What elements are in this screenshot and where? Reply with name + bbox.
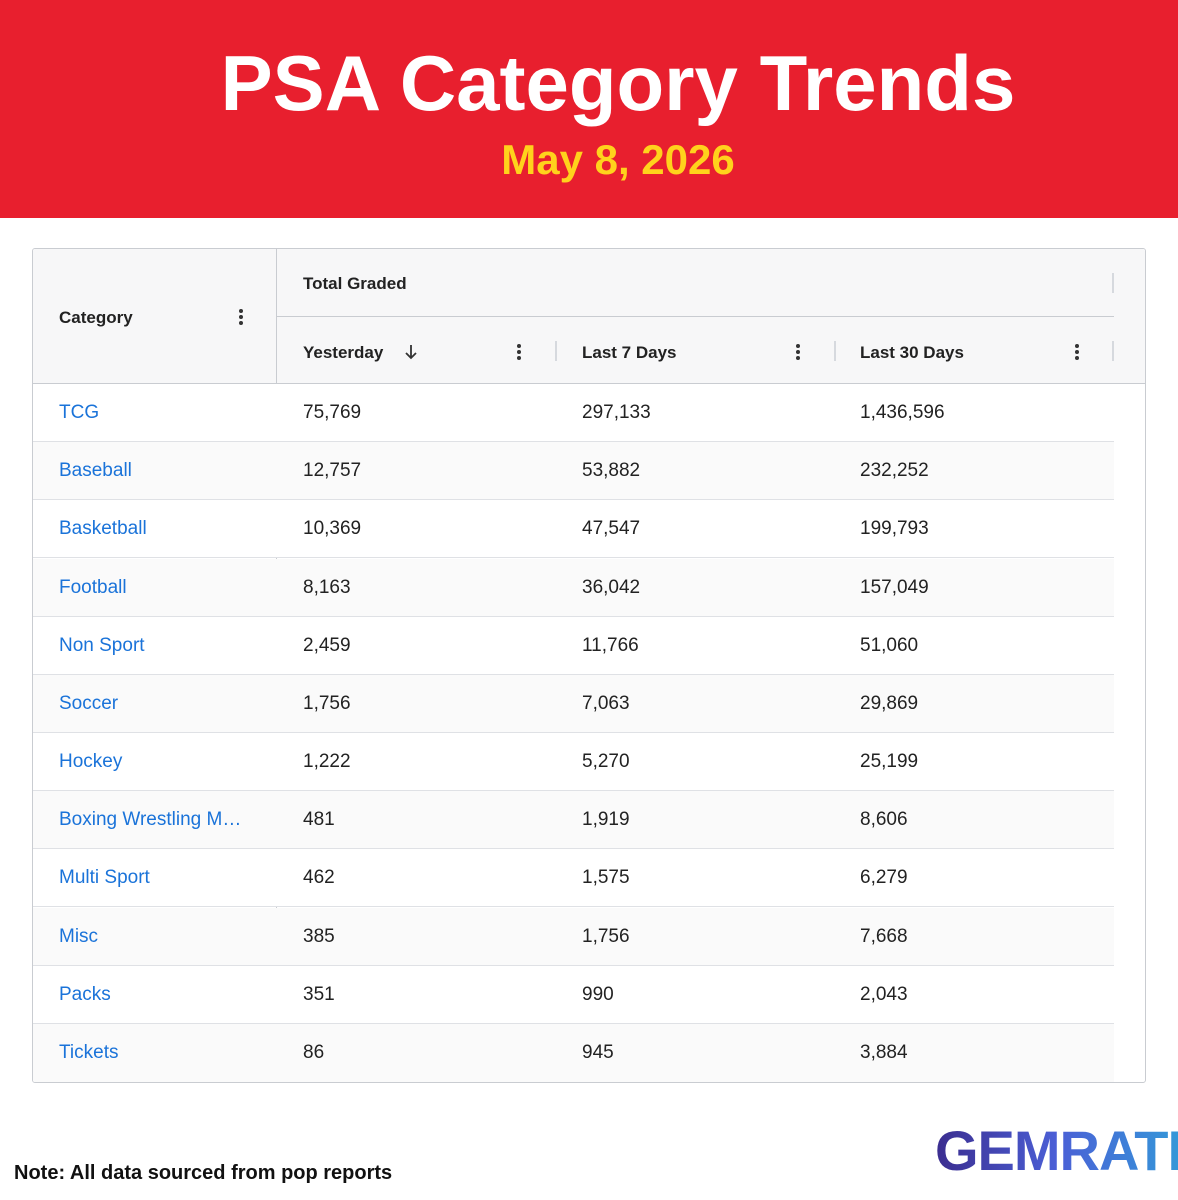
menu-icon[interactable]: [517, 344, 521, 362]
cell: 11,766: [582, 634, 639, 656]
column-header[interactable]: Category: [59, 308, 133, 327]
row: Baseball 12,757 53,882 232,252: [33, 442, 1114, 501]
date: May 8, 2026: [501, 136, 735, 183]
cell: 25,199: [860, 751, 919, 773]
category-link[interactable]: Football: [59, 576, 127, 598]
cell: 53,882: [582, 460, 641, 482]
row: Basketball 10,369 47,547 199,793: [33, 500, 1114, 559]
category-link[interactable]: Non Sport: [59, 634, 145, 656]
cell: 1,919: [582, 809, 630, 831]
title: PSA Category Trends: [220, 39, 1016, 127]
cell: 8,606: [860, 809, 908, 831]
table-body: TCG 75,769 297,133 1,436,596 Baseball 12,757 5…: [33, 384, 1145, 1082]
separator: [1112, 341, 1114, 361]
menu-icon[interactable]: [1075, 344, 1079, 362]
cell: 481: [303, 809, 335, 831]
column-header[interactable]: Yesterday: [303, 343, 384, 362]
cell: 5,270: [582, 751, 630, 773]
cell: 29,869: [860, 692, 919, 714]
cell: 7,063: [582, 692, 630, 714]
cell: 8,163: [303, 576, 351, 598]
separator: [1112, 273, 1114, 293]
cell: 232,252: [860, 460, 929, 482]
category-link[interactable]: Multi Sport: [59, 867, 150, 889]
cell: 1,575: [582, 867, 630, 889]
row: Misc 385 1,756 7,668: [33, 907, 1114, 966]
cell: 385: [303, 925, 335, 947]
cell: 2,043: [860, 983, 908, 1005]
row: Tickets 86 945 3,884: [33, 1023, 1114, 1082]
cell: 7,668: [860, 925, 908, 947]
logo: GEMRATE: [935, 1118, 1178, 1183]
category-link[interactable]: Basketball: [59, 518, 147, 540]
cell: 6,279: [860, 867, 908, 889]
row: Hockey 1,222 5,270 25,199: [33, 733, 1114, 792]
separator: [834, 341, 836, 361]
column-header[interactable]: Last 30 Days: [860, 343, 964, 362]
cell: 10,369: [303, 518, 362, 540]
cell: 1,436,596: [860, 402, 945, 424]
category-link[interactable]: Boxing Wrestling M…: [59, 809, 242, 831]
row: TCG 75,769 297,133 1,436,596: [33, 384, 1114, 443]
row: Packs 351 990 2,043: [33, 965, 1114, 1024]
cell: 351: [303, 983, 335, 1005]
category-link[interactable]: Packs: [59, 983, 111, 1005]
group-header: Total Graded: [303, 274, 407, 293]
row: Soccer 1,756 7,063 29,869: [33, 674, 1114, 733]
cell: 12,757: [303, 460, 362, 482]
cell: 36,042: [582, 576, 641, 598]
cell: 1,756: [582, 925, 630, 947]
cell: 462: [303, 867, 335, 889]
cell: 945: [582, 1041, 614, 1063]
cell: 199,793: [860, 518, 929, 540]
cell: 51,060: [860, 634, 919, 656]
row: Boxing Wrestling M… 481 1,919 8,606: [33, 791, 1114, 850]
category-link[interactable]: TCG: [59, 402, 100, 424]
cell: 990: [582, 983, 614, 1005]
divider: [277, 316, 1114, 317]
cell: 157,049: [860, 576, 929, 598]
category-link[interactable]: Baseball: [59, 460, 132, 482]
category-link[interactable]: Soccer: [59, 692, 119, 714]
menu-icon[interactable]: [796, 344, 800, 362]
category-link[interactable]: Hockey: [59, 751, 123, 773]
cell: 86: [303, 1041, 325, 1063]
category-link[interactable]: Tickets: [59, 1041, 119, 1063]
cell: 1,222: [303, 751, 351, 773]
row: Multi Sport 462 1,575 6,279: [33, 849, 1114, 908]
row: Non Sport 2,459 11,766 51,060: [33, 616, 1114, 675]
menu-icon[interactable]: [239, 309, 243, 327]
column-header[interactable]: Last 7 Days: [582, 343, 677, 362]
cell: 47,547: [582, 518, 641, 540]
sort-icon[interactable]: [403, 343, 419, 361]
banner: PSA Category Trends May 8, 2026: [0, 0, 1178, 218]
cell: 3,884: [860, 1041, 908, 1063]
cell: 75,769: [303, 402, 362, 424]
separator: [555, 341, 557, 361]
note: Note: All data sourced from pop reports: [14, 1162, 393, 1184]
cell: 2,459: [303, 634, 351, 656]
cell: 1,756: [303, 692, 351, 714]
row: Football 8,163 36,042 157,049: [33, 558, 1114, 617]
table: Total Graded Category Yesterday Last 7 D…: [32, 248, 1146, 1083]
category-link[interactable]: Misc: [59, 925, 99, 947]
cell: 297,133: [582, 402, 651, 424]
